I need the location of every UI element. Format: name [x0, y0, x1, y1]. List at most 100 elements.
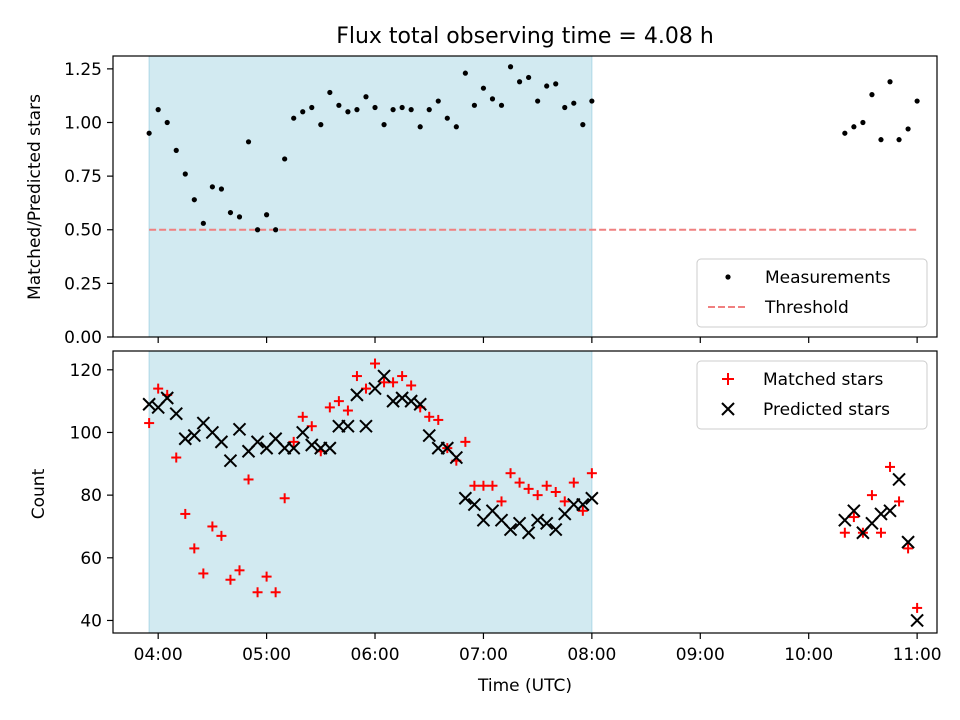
observing-span	[148, 350, 593, 634]
matched-point	[225, 574, 236, 585]
predicted-point	[286, 441, 301, 455]
x-tick-label: 06:00	[351, 645, 400, 665]
measurement-point	[905, 126, 911, 132]
legend-predicted-label: Predicted stars	[763, 400, 890, 420]
y-tick-label: 0.50	[64, 221, 102, 241]
measurement-point	[291, 115, 297, 121]
figure-title: Flux total observing time = 4.08 h	[336, 24, 714, 49]
bottom-plot-area: 40 60 80 100 120 04:00 05:00 06:00 07:00 08:00 09:…	[70, 350, 942, 665]
predicted-point	[549, 522, 563, 537]
y-tick-label: 1.25	[64, 60, 102, 80]
predicted-point	[160, 391, 174, 405]
x-tick-label: 04:00	[134, 645, 183, 665]
matched-point	[297, 411, 308, 422]
measurement-point	[399, 104, 405, 111]
measurement-point	[336, 102, 342, 108]
matched-point	[586, 468, 597, 479]
predicted-point	[142, 397, 156, 411]
measurement-point	[318, 122, 324, 128]
matched-point	[370, 358, 381, 369]
observing-span	[148, 55, 593, 338]
measurement-point	[273, 227, 279, 233]
predicted-point	[467, 497, 482, 512]
predicted-point	[169, 406, 183, 421]
matched-point	[487, 480, 498, 491]
measurement-point	[182, 171, 188, 177]
legend-predicted-marker	[721, 402, 735, 416]
bottom-legend-box	[696, 360, 928, 430]
measurement-point	[589, 98, 595, 104]
measurement-point	[146, 130, 152, 136]
legend-matched-marker	[722, 373, 734, 385]
matched-point	[180, 508, 191, 519]
top-plot-area: 0.00 0.25 0.50 0.75 1.00 1.25	[64, 55, 938, 348]
matched-point	[478, 480, 489, 491]
predicted-point	[539, 516, 554, 531]
matched-point	[894, 496, 905, 507]
matched-point	[433, 414, 444, 425]
predicted-point	[359, 419, 373, 433]
predicted-point	[232, 422, 247, 437]
matched-point	[912, 602, 923, 613]
measurement-point	[363, 94, 369, 100]
x-tick-label: 10:00	[784, 645, 833, 665]
measurement-point	[860, 119, 866, 126]
y-tick-label: 0.00	[64, 328, 102, 348]
measurement-point	[471, 102, 478, 108]
matched-point	[279, 493, 290, 504]
measurement-point	[553, 81, 559, 87]
predicted-point	[503, 522, 518, 537]
matched-point	[424, 411, 435, 422]
measurement-point	[435, 98, 441, 104]
matched-point	[234, 565, 245, 576]
bottom-legend: Matched stars Predicted stars	[696, 360, 928, 430]
measurement-point	[309, 104, 315, 111]
x-tick-label: 08:00	[567, 645, 616, 665]
predicted-point	[214, 435, 229, 449]
matched-point	[532, 490, 543, 501]
matched-point	[153, 383, 164, 394]
measurement-point	[869, 92, 875, 98]
matched-point	[875, 527, 886, 538]
matched-point	[252, 587, 263, 598]
top-panel: 0.00 0.25 0.50 0.75 1.00 1.25 Matched/Predict…	[25, 55, 938, 348]
predicted-point	[449, 450, 464, 465]
measurement-point	[498, 102, 505, 108]
x-tick-label: 05:00	[242, 645, 291, 665]
measurement-point	[842, 130, 848, 136]
measurement-point	[300, 109, 306, 115]
measurement-point	[426, 107, 432, 113]
matched-point	[460, 436, 471, 447]
matched-point	[342, 405, 353, 416]
matched-point	[496, 496, 507, 507]
measurement-point	[263, 212, 270, 218]
measurement-point	[227, 209, 234, 216]
matched-point	[144, 418, 155, 429]
measurement-point	[390, 107, 396, 113]
matched-point	[550, 487, 561, 497]
measurement-point	[914, 98, 920, 104]
matched-point	[469, 480, 480, 491]
matched-point	[541, 480, 552, 491]
y-tick-label: 60	[80, 549, 102, 569]
y-tick-label: 120	[70, 361, 102, 381]
matched-point	[333, 396, 344, 407]
bottom-ylabel: Count	[29, 468, 49, 519]
predicted-point	[847, 504, 861, 518]
predicted-point	[413, 397, 427, 411]
measurement-point	[480, 85, 487, 91]
matched-point	[397, 371, 408, 382]
x-axis-label: Time (UTC)	[477, 676, 572, 696]
measurement-point	[191, 197, 197, 203]
top-legend-box	[696, 258, 928, 328]
matched-point	[243, 474, 254, 485]
predicted-point	[883, 504, 897, 518]
predicted-point	[874, 507, 888, 521]
measurement-point	[562, 104, 568, 111]
measurement-point	[354, 107, 360, 113]
y-tick-label: 100	[70, 423, 102, 443]
top-ylabel: Matched/Predicted stars	[25, 94, 45, 300]
predicted-point	[350, 388, 364, 402]
legend-measurements-marker	[725, 274, 731, 280]
